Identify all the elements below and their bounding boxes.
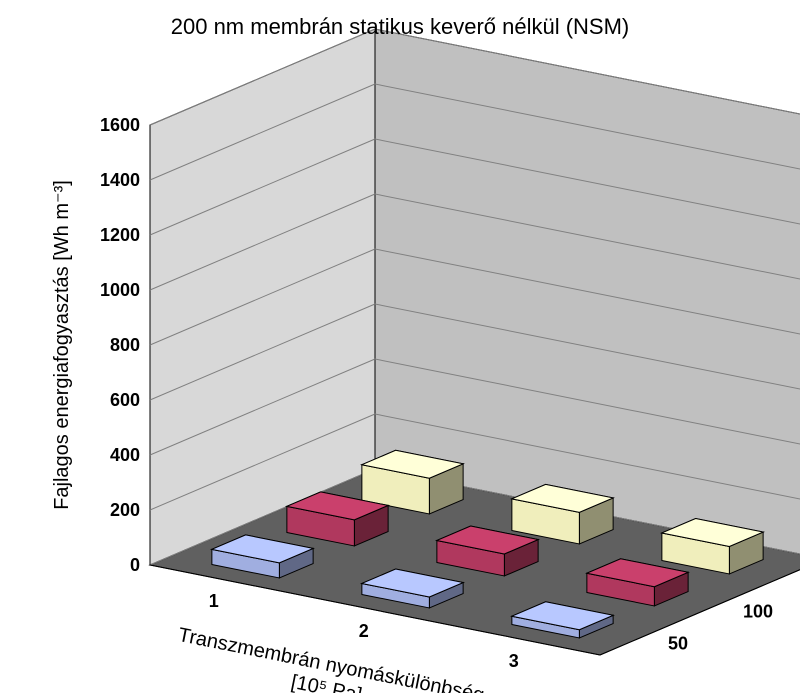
z-tick-label: 1400 (100, 170, 140, 190)
z-tick-label: 200 (110, 500, 140, 520)
x-axis-label: Transzmembrán nyomáskülönbség[10⁵ Pa] (172, 624, 487, 693)
z-tick-label: 600 (110, 390, 140, 410)
x-tick-label: 2 (359, 621, 369, 641)
svg-text:Fajlagos energiafogyasztás [Wh: Fajlagos energiafogyasztás [Wh m⁻³] (51, 180, 73, 510)
y-tick-label: 100 (743, 602, 773, 622)
x-tick-label: 3 (509, 651, 519, 671)
energy-chart: 0 200 400 600 800 1000 1200 1400 1600 1 2 3 Transzme… (0, 0, 800, 693)
chart-title: 200 nm membrán statikus keverő nélkül (N… (171, 14, 630, 39)
z-tick-label: 1200 (100, 225, 140, 245)
z-tick-label: 0 (130, 555, 140, 575)
z-tick-label: 400 (110, 445, 140, 465)
z-tick-label: 800 (110, 335, 140, 355)
y-tick-label: 50 (668, 634, 688, 654)
z-tick-label: 1000 (100, 280, 140, 300)
x-tick-label: 1 (209, 591, 219, 611)
z-axis-label: Fajlagos energiafogyasztás [Wh m⁻³] (51, 180, 73, 510)
z-tick-label: 1600 (100, 115, 140, 135)
